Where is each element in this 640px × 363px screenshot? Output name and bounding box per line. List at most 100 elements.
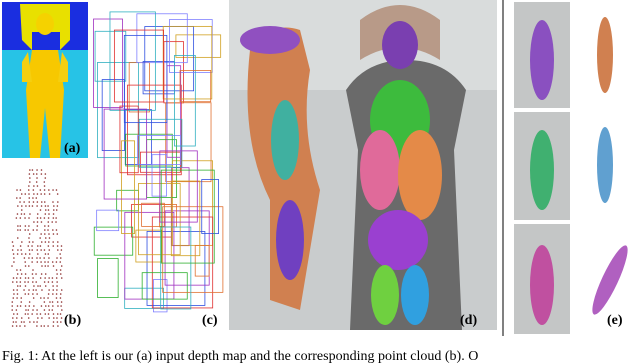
dot xyxy=(19,189,22,191)
dot xyxy=(44,241,47,243)
panel-label: (c) xyxy=(202,313,218,328)
dot xyxy=(61,309,63,311)
dot xyxy=(43,193,46,195)
box xyxy=(94,30,127,82)
dot xyxy=(11,305,14,307)
dot xyxy=(23,321,25,323)
dot xyxy=(55,217,57,219)
dot xyxy=(20,209,23,211)
dot xyxy=(40,201,43,203)
dot xyxy=(21,241,23,243)
box xyxy=(162,25,213,100)
dot xyxy=(52,285,54,287)
dot xyxy=(25,205,27,207)
box xyxy=(109,11,156,111)
box xyxy=(160,169,215,264)
dot xyxy=(57,201,59,203)
dot xyxy=(44,177,47,179)
dot xyxy=(13,261,15,263)
dot xyxy=(44,313,47,315)
box xyxy=(137,135,181,165)
dot xyxy=(44,209,47,211)
small-views xyxy=(514,2,628,334)
dot xyxy=(56,205,59,207)
dot xyxy=(56,321,59,323)
dot xyxy=(52,201,54,203)
bounding-boxes xyxy=(93,11,224,313)
dot xyxy=(59,269,62,271)
box xyxy=(141,202,165,227)
dot xyxy=(52,325,55,327)
dot xyxy=(36,229,38,231)
dot xyxy=(56,233,59,235)
dot xyxy=(43,297,45,299)
dot xyxy=(12,297,15,299)
box xyxy=(128,62,150,113)
dot xyxy=(48,233,50,235)
dot xyxy=(19,277,22,279)
dot xyxy=(51,221,54,223)
dot xyxy=(48,277,50,279)
dot xyxy=(36,225,39,227)
dot xyxy=(17,229,19,231)
dot xyxy=(16,297,18,299)
dot xyxy=(44,273,47,275)
dot xyxy=(44,261,46,263)
dot xyxy=(36,193,39,195)
dot xyxy=(24,217,26,219)
dot xyxy=(47,261,49,263)
dot xyxy=(19,281,22,283)
box xyxy=(175,34,222,58)
dot xyxy=(17,249,19,251)
dot xyxy=(32,197,34,199)
dot xyxy=(36,249,39,251)
box xyxy=(93,226,134,256)
dot xyxy=(23,213,26,215)
dot xyxy=(56,301,59,303)
dot xyxy=(28,225,30,227)
dot xyxy=(16,313,19,315)
dot xyxy=(48,249,51,251)
dot xyxy=(36,185,39,187)
dot xyxy=(24,273,27,275)
box xyxy=(162,206,224,293)
box xyxy=(138,118,183,168)
dot xyxy=(28,205,31,207)
dot xyxy=(35,181,38,183)
dot xyxy=(21,253,23,255)
dot xyxy=(16,305,19,307)
dot xyxy=(28,197,31,199)
dot xyxy=(31,313,33,315)
dot xyxy=(13,257,15,259)
dot xyxy=(31,249,34,251)
box xyxy=(124,211,175,300)
dot xyxy=(24,225,27,227)
dot xyxy=(47,325,49,327)
dot xyxy=(36,325,38,327)
dot xyxy=(17,225,19,227)
dot xyxy=(59,313,62,315)
box xyxy=(101,79,125,151)
dot xyxy=(24,285,27,287)
dot xyxy=(52,217,55,219)
dot xyxy=(28,249,31,251)
box xyxy=(151,154,168,197)
dot xyxy=(32,269,34,271)
dot xyxy=(48,317,50,319)
dot xyxy=(16,237,19,239)
dot xyxy=(44,213,47,215)
dot xyxy=(24,325,26,327)
dot xyxy=(24,305,27,307)
dot xyxy=(52,209,55,211)
box xyxy=(160,226,192,310)
dot xyxy=(32,201,35,203)
dot xyxy=(24,293,27,295)
dot xyxy=(40,297,42,299)
dot xyxy=(48,189,50,191)
dot xyxy=(52,229,54,231)
dot xyxy=(16,289,18,291)
dot xyxy=(41,317,43,319)
dot xyxy=(57,325,59,327)
dot xyxy=(36,245,39,247)
dot xyxy=(55,229,58,231)
